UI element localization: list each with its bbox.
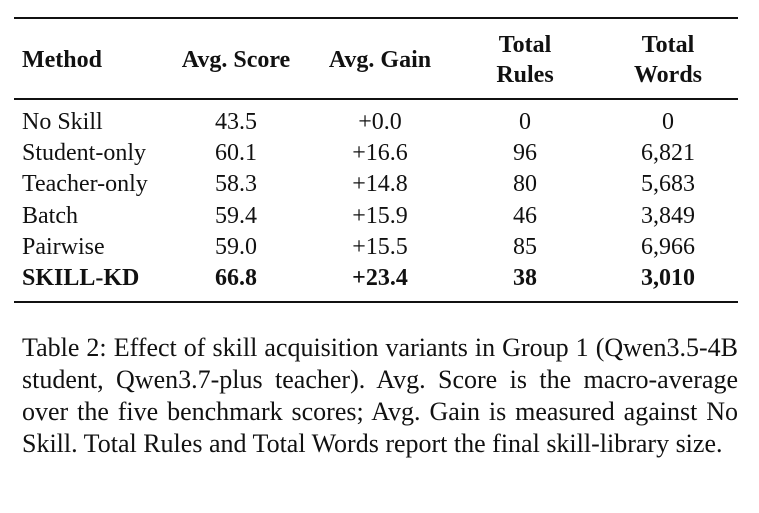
table-cell: +15.9	[352, 202, 408, 229]
table-cell: +0.0	[358, 109, 402, 135]
header-cell: Total Words	[633, 32, 702, 88]
header-cell: Method	[22, 47, 102, 73]
table-cell: 38	[513, 265, 537, 291]
header-cell: Total Rules	[496, 32, 554, 88]
table-cell: 66.8	[215, 265, 257, 291]
table-cell: +16.6	[352, 140, 408, 167]
table-cell: Batch	[22, 202, 78, 229]
table-cell: +14.8	[352, 171, 408, 198]
table-cell: 80	[513, 171, 537, 198]
table-cell: 96	[513, 140, 537, 167]
table-cell: 43.5	[215, 109, 257, 135]
table-cell: 6,821	[641, 140, 695, 167]
table-cell: 58.3	[215, 171, 257, 198]
table-cell: Pairwise	[22, 233, 105, 260]
table-cell: Student-only	[22, 140, 146, 167]
top-rule	[14, 17, 738, 19]
table-cell: Teacher-only	[22, 171, 148, 198]
table-cell: 6,966	[641, 233, 695, 260]
table-cell: SKILL-KD	[22, 265, 140, 291]
bottom-rule	[14, 301, 738, 303]
table-cell: +23.4	[352, 265, 408, 291]
table-cell: 85	[513, 233, 537, 260]
table-cell: 5,683	[641, 171, 695, 198]
table-cell: 0	[662, 109, 674, 135]
table-cell: 60.1	[215, 140, 257, 167]
header-cell: Avg. Gain	[328, 47, 432, 73]
table-cell: No Skill	[22, 109, 103, 135]
table-cell: 3,849	[641, 202, 695, 229]
table-cell: 59.4	[215, 202, 257, 229]
table-cell: 0	[519, 109, 531, 135]
table-cell: 59.0	[215, 233, 257, 260]
header-cell: Avg. Score	[181, 47, 291, 73]
caption: Table 2: Effect of skill acquisition var…	[22, 333, 738, 458]
table-cell: +15.5	[352, 233, 408, 260]
mid-rule	[14, 98, 738, 100]
table-cell: 3,010	[641, 265, 695, 291]
table-cell: 46	[513, 202, 537, 229]
